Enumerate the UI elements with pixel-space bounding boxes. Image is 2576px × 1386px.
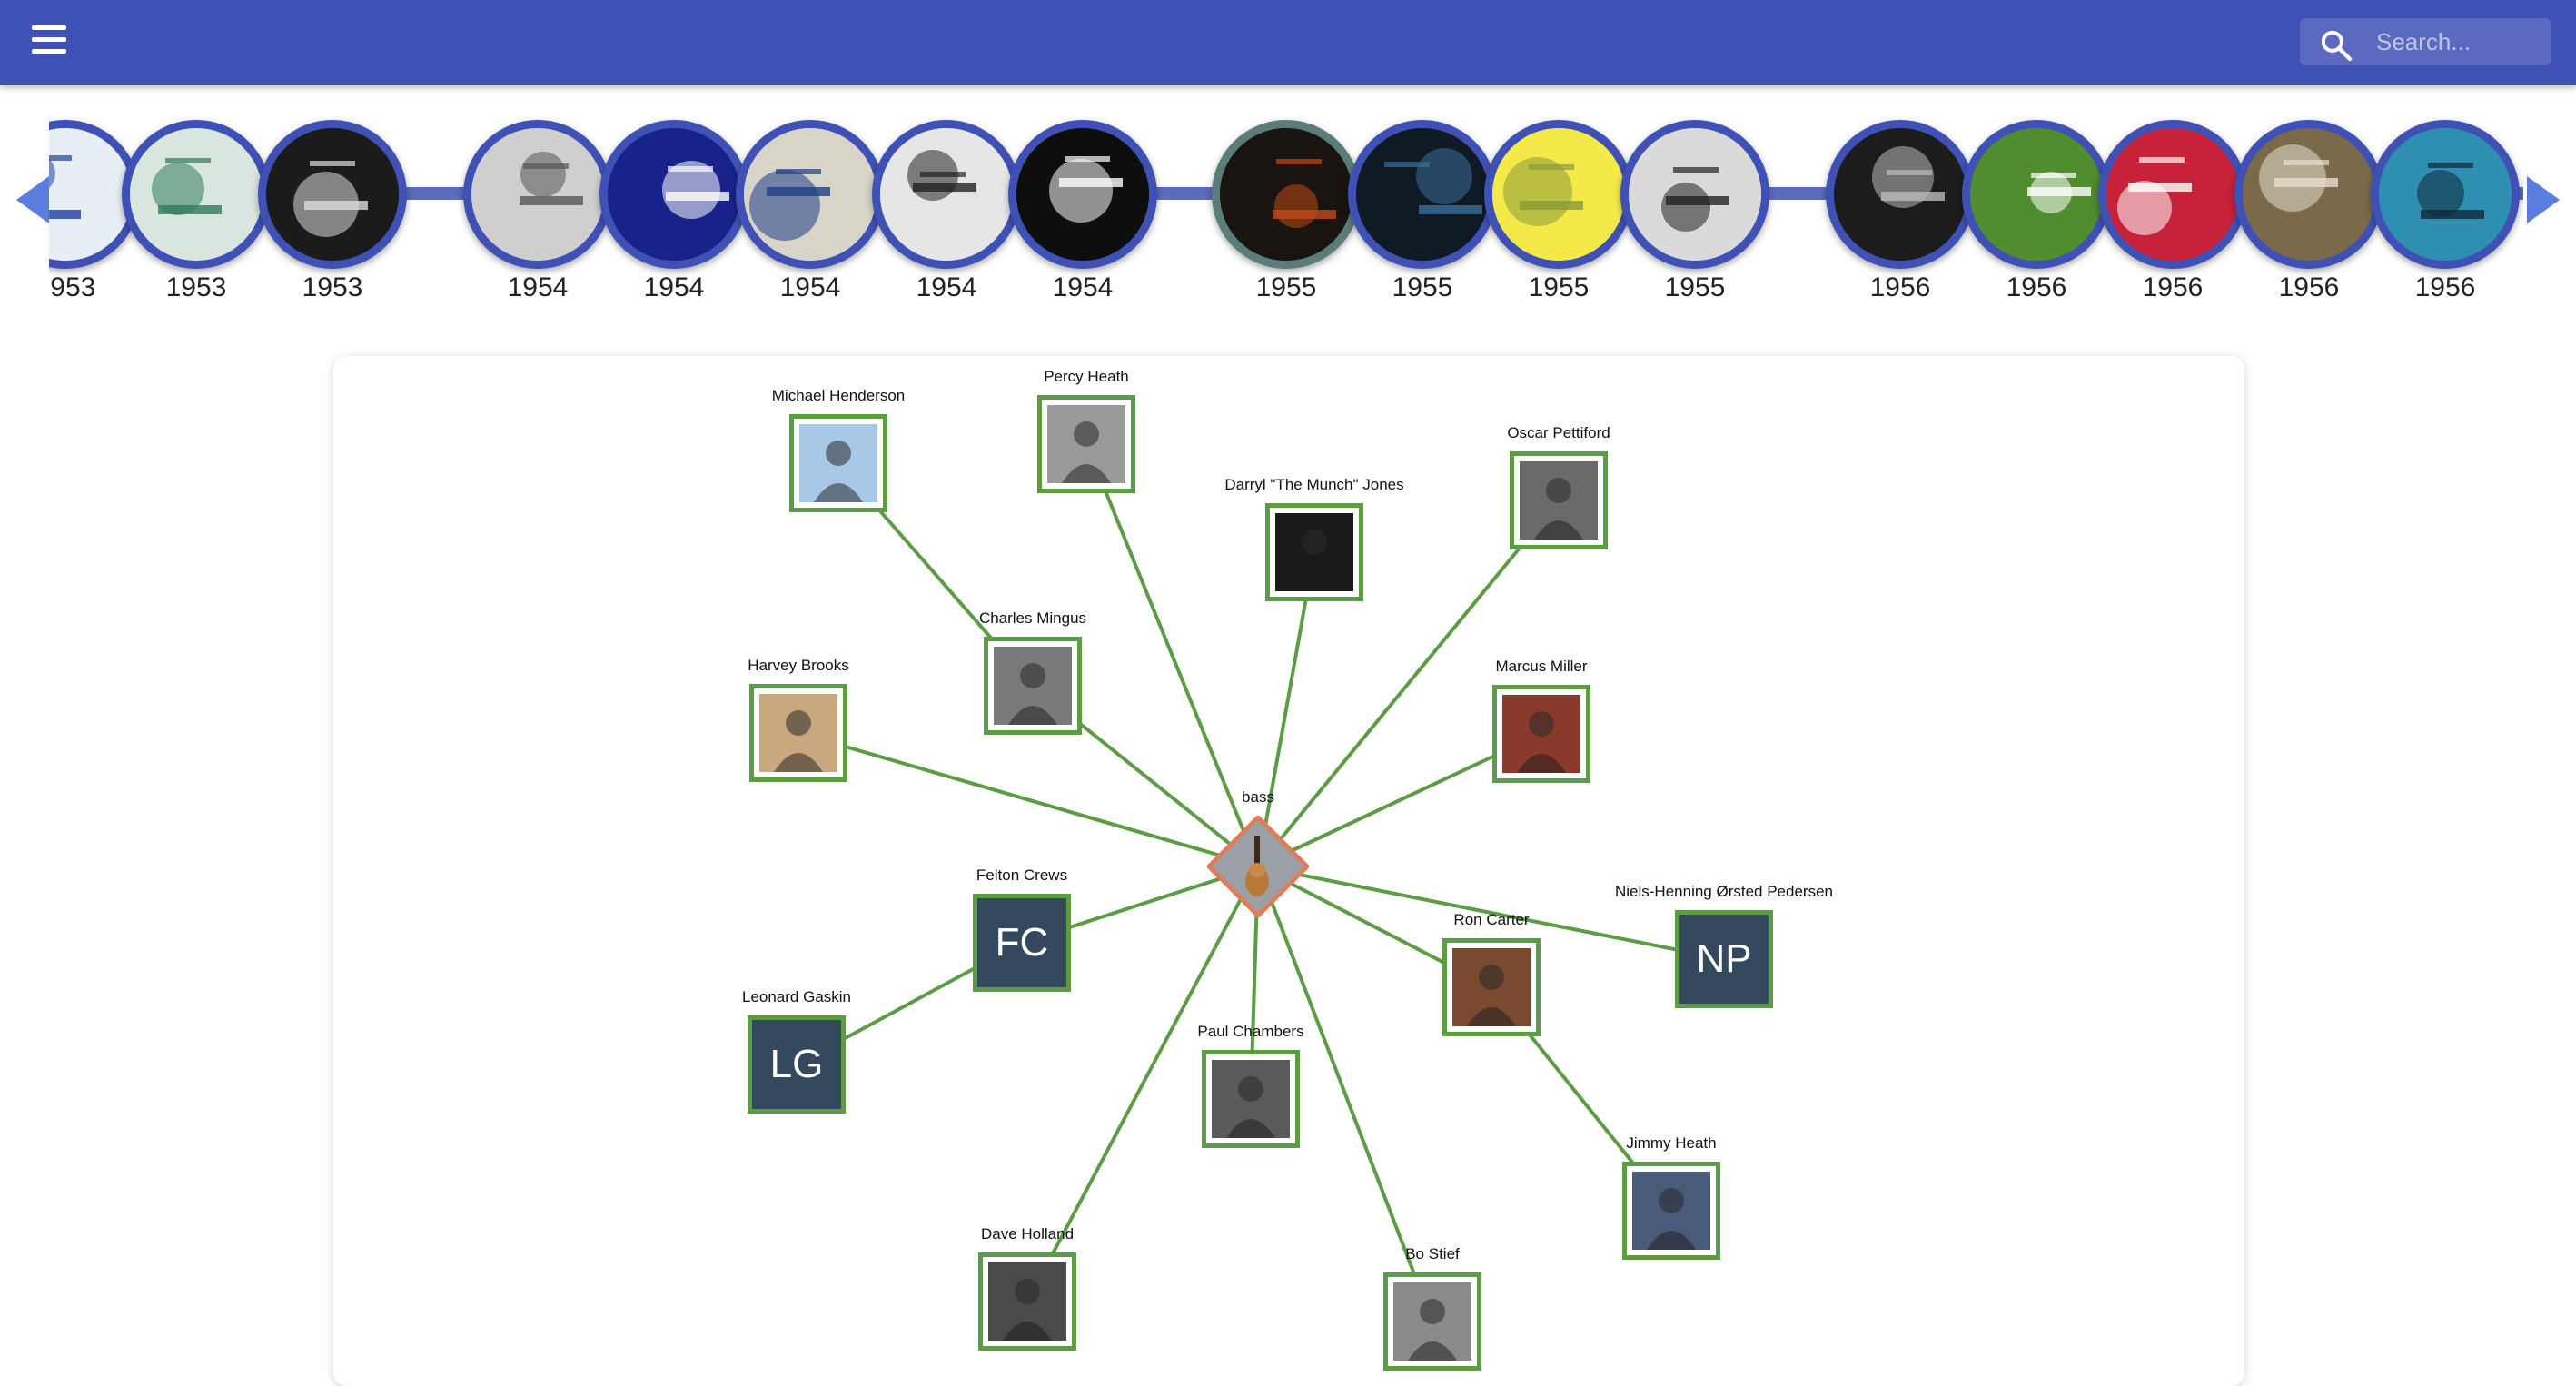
musician-initials: NP [1696, 936, 1752, 981]
musician-node[interactable]: FC [973, 894, 1071, 992]
album-cover[interactable] [1348, 120, 1497, 269]
album-cover[interactable] [258, 120, 407, 269]
album-cover[interactable] [463, 120, 612, 269]
musician-name-label: Oscar Pettiford [1507, 424, 1610, 441]
timeline-next-arrow-icon[interactable] [2523, 173, 2563, 227]
musician-node[interactable] [1383, 1272, 1481, 1371]
musician-photo [994, 647, 1072, 725]
musician-photo [1212, 1060, 1290, 1138]
timeline-track: 1953 1953 1953 1954 1954 1954 1954 1954 1955 1955… [49, 85, 2523, 322]
menu-icon[interactable] [27, 25, 71, 60]
bass-hub-node[interactable] [1205, 814, 1311, 919]
musician-photo [1047, 405, 1125, 483]
album-cover[interactable] [599, 120, 748, 269]
musician-node[interactable] [1510, 451, 1608, 549]
musician-name-label: Marcus Miller [1495, 658, 1588, 675]
musician-name-label: Darryl "The Munch" Jones [1224, 476, 1404, 493]
musician-node[interactable] [1202, 1050, 1300, 1148]
musician-initials: FC [995, 920, 1049, 965]
album-year: 1954 [1052, 272, 1114, 302]
search-input[interactable] [2376, 24, 2540, 60]
musician-node[interactable] [984, 637, 1082, 735]
musician-node[interactable]: NP [1675, 910, 1773, 1008]
musician-name-label: Charles Mingus [978, 609, 1087, 627]
album-year: 1956 [2142, 272, 2204, 302]
musician-photo [988, 1262, 1066, 1341]
album-cover[interactable] [1962, 120, 2111, 269]
graph-edge [1085, 443, 1260, 867]
musician-name-label: Ron Carter [1453, 911, 1530, 928]
album-year: 1956 [2414, 272, 2476, 302]
album-year: 1955 [1664, 272, 1726, 302]
album-cover[interactable] [736, 120, 885, 269]
album-year: 1955 [1255, 272, 1317, 302]
musician-node[interactable] [1442, 938, 1541, 1036]
album-year: 1953 [165, 272, 227, 302]
graph-edge [1256, 866, 1434, 1322]
album-year: 1955 [1392, 272, 1453, 302]
instrument-graph[interactable]: bass Michael Henderson Percy Heath Darryl "… [333, 356, 2244, 1386]
graph-edge [1257, 865, 1725, 961]
album-year: 1954 [916, 272, 977, 302]
musician-name-label: Percy Heath [1044, 368, 1129, 385]
album-cover[interactable] [122, 120, 271, 269]
graph-edge [1025, 866, 1260, 1302]
album-year: 1956 [2006, 272, 2067, 302]
musician-node[interactable] [1622, 1162, 1720, 1260]
album-year: 1954 [779, 272, 841, 302]
musician-name-label: Jimmy Heath [1626, 1134, 1717, 1152]
musician-name-label: Felton Crews [976, 866, 1068, 884]
musician-name-label: Bo Stief [1405, 1245, 1460, 1262]
album-year: 1956 [2278, 272, 2340, 302]
timeline-viewport[interactable]: 1953 1953 1953 1954 1954 1954 1954 1954 1955 1955… [49, 85, 2523, 322]
search-box[interactable] [2300, 18, 2551, 65]
album-cover[interactable] [1620, 120, 1769, 269]
musician-initials: LG [769, 1042, 824, 1086]
app-bar [0, 0, 2576, 85]
musician-photo [759, 694, 837, 772]
album-year: 1956 [1869, 272, 1931, 302]
musician-photo [1393, 1282, 1471, 1361]
musician-photo [1275, 513, 1353, 591]
musician-name-label: Dave Holland [980, 1225, 1075, 1242]
graph-edge [1256, 551, 1316, 867]
album-year: 1954 [507, 272, 569, 302]
album-year: 1955 [1528, 272, 1590, 302]
musician-name-label: Harvey Brooks [748, 657, 849, 674]
musician-node[interactable] [749, 684, 847, 782]
album-cover[interactable] [1008, 120, 1157, 269]
musician-photo [1632, 1172, 1710, 1250]
musician-node[interactable] [789, 414, 887, 512]
musician-photo [1520, 461, 1598, 540]
album-cover[interactable] [1212, 120, 1361, 269]
graph-edge [1256, 499, 1560, 868]
album-cover[interactable] [2098, 120, 2247, 269]
hub-label: bass [1242, 788, 1274, 806]
album-cover[interactable] [2234, 120, 2383, 269]
album-year: 1954 [643, 272, 705, 302]
musician-node[interactable] [1265, 503, 1363, 601]
musician-name-label: Michael Henderson [771, 387, 906, 404]
graph-edge [798, 731, 1259, 868]
musician-node[interactable] [978, 1252, 1076, 1351]
timeline-prev-arrow-icon[interactable] [13, 173, 53, 227]
musician-photo [1502, 695, 1580, 773]
album-year: 1953 [49, 272, 96, 302]
album-cover[interactable] [1484, 120, 1633, 269]
album-year: 1953 [302, 272, 363, 302]
album-cover[interactable] [872, 120, 1021, 269]
musician-photo [1452, 948, 1531, 1026]
musician-node[interactable] [1492, 685, 1590, 783]
musician-name-label: Leonard Gaskin [741, 988, 852, 1005]
musician-photo [799, 424, 877, 502]
album-cover[interactable] [1826, 120, 1975, 269]
search-icon [2321, 30, 2353, 62]
musician-node[interactable]: LG [748, 1015, 846, 1114]
musician-name-label: Paul Chambers [1197, 1023, 1304, 1040]
album-timeline: 1953 1953 1953 1954 1954 1954 1954 1954 1955 1955… [0, 85, 2576, 322]
musician-node[interactable] [1037, 395, 1135, 493]
album-cover[interactable] [2371, 120, 2520, 269]
musician-name-label: Niels-Henning Ørsted Pedersen [1614, 883, 1833, 900]
